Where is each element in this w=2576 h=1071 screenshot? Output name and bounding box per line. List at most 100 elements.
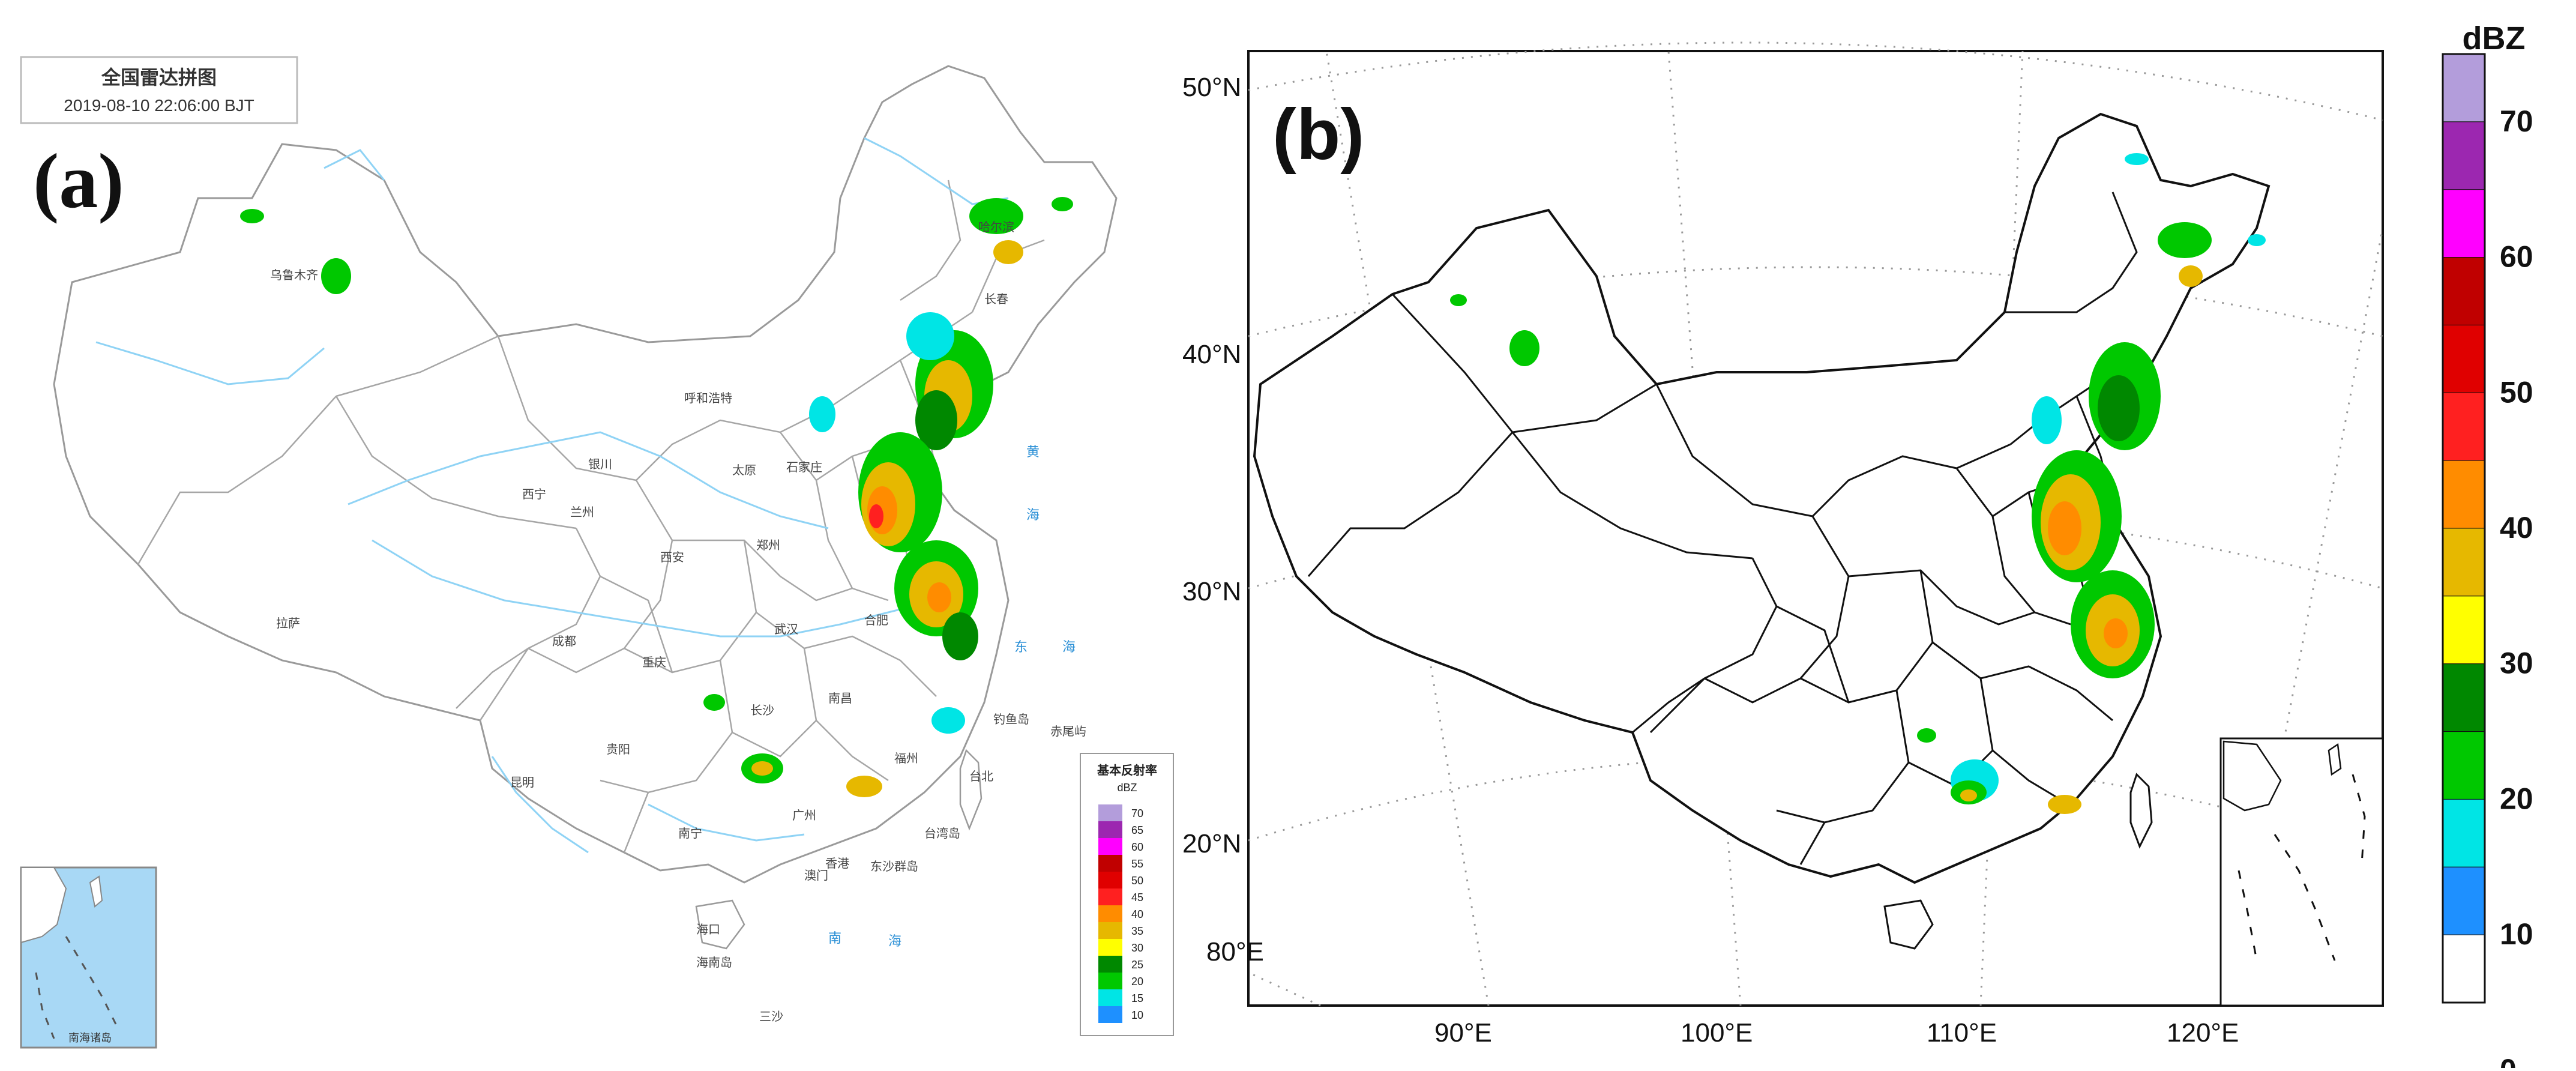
colorbar-swatch	[2442, 392, 2485, 461]
colorbar: dBZ 70 60 50 40 30 20 10 0	[2442, 20, 2533, 1071]
legend-value: 10	[1131, 1009, 1143, 1021]
legend-value: 70	[1131, 807, 1143, 819]
legend-swatch	[1098, 1006, 1122, 1023]
legend-swatches: 70 65 60 55 50 45 40 35 30 25 20 15 10	[1098, 804, 1143, 1023]
legend-swatch	[1098, 956, 1122, 973]
city-label: 银川	[588, 457, 612, 471]
south-china-sea-inset-b	[2219, 737, 2384, 1007]
legend-unit: dBZ	[1117, 782, 1137, 794]
panel-a-label: (a)	[33, 138, 124, 225]
sea-label: 黄	[1026, 444, 1040, 459]
city-label: 钓鱼岛	[993, 713, 1029, 726]
city-label: 兰州	[570, 505, 594, 519]
rivers-a	[95, 137, 1009, 854]
lat-label: 50°N	[1182, 73, 1241, 102]
sea-label: 海	[888, 934, 901, 949]
sea-label: 南	[828, 931, 841, 946]
hainan-island-b	[1883, 899, 1934, 950]
city-label: 海口	[696, 923, 720, 937]
legend-value: 20	[1131, 976, 1143, 988]
legend-swatch	[1098, 872, 1122, 888]
colorbar-swatch	[2442, 866, 2485, 935]
map-title: 全国雷达拼图	[101, 67, 217, 88]
legend-swatch	[1098, 973, 1122, 989]
sea-label: 海	[1062, 639, 1076, 654]
radar-echoes-b	[1450, 153, 2266, 814]
legend-value: 55	[1131, 858, 1143, 870]
taiwan-island-a	[959, 749, 983, 831]
colorbar-tick-label: 70	[2500, 104, 2533, 138]
reflectivity-legend: 基本反射率 dBZ 70 65 60 55 50 45 40 35 30 25 20 15 10	[1080, 753, 1174, 1036]
legend-swatch	[1098, 922, 1122, 939]
city-label: 澳门	[804, 869, 828, 882]
legend-value: 25	[1131, 959, 1143, 971]
city-label: 昆明	[510, 776, 534, 789]
legend-swatch	[1098, 855, 1122, 872]
colorbar-tick-label: 0	[2500, 1053, 2517, 1068]
panel-a: 全国雷达拼图 2019-08-10 22:06:00 BJT (a)	[0, 0, 1176, 1068]
panel-a-map: 全国雷达拼图 2019-08-10 22:06:00 BJT (a)	[20, 56, 1174, 1049]
legend-swatch	[1098, 888, 1122, 905]
colorbar-tick-label: 40	[2500, 511, 2533, 545]
legend-value: 40	[1131, 908, 1143, 920]
city-label: 南昌	[828, 692, 852, 705]
city-label: 武汉	[774, 623, 798, 636]
city-label: 石家庄	[786, 460, 822, 474]
map-timestamp: 2019-08-10 22:06:00 BJT	[64, 96, 254, 115]
legend-value: 65	[1131, 824, 1143, 836]
lat-label: 40°N	[1182, 340, 1241, 369]
china-outline-b	[1253, 112, 2271, 884]
lon-label: 100°E	[1681, 1018, 1753, 1048]
city-label: 郑州	[756, 539, 780, 552]
city-label: 香港	[825, 857, 849, 870]
city-label: 南宁	[678, 827, 702, 840]
inset-label: 南海诸岛	[68, 1032, 112, 1044]
city-label: 广州	[792, 809, 816, 822]
city-label: 赤尾屿	[1050, 725, 1086, 738]
city-label: 乌鲁木齐	[270, 268, 318, 282]
legend-value: 15	[1131, 992, 1143, 1004]
legend-swatch	[1098, 905, 1122, 922]
city-label: 长春	[984, 292, 1008, 306]
city-label: 东沙群岛	[870, 860, 918, 873]
colorbar-tick-label: 50	[2500, 375, 2533, 409]
lon-label: 80°E	[1206, 937, 1264, 967]
city-label: 合肥	[864, 614, 888, 627]
city-label: 海南岛	[696, 956, 732, 970]
legend-swatch	[1098, 838, 1122, 855]
south-china-sea-inset: 南海诸岛	[20, 866, 157, 1049]
colorbar-swatch	[2442, 934, 2485, 1003]
legend-value: 60	[1131, 841, 1143, 853]
legend-value: 45	[1131, 891, 1143, 904]
colorbar-ticks: 70 60 50 40 30 20 10 0	[2500, 104, 2533, 1071]
colorbar-swatch	[2442, 528, 2485, 597]
legend-swatch	[1098, 821, 1122, 838]
city-label: 重庆	[642, 656, 666, 669]
colorbar-swatch	[2442, 663, 2485, 732]
city-label: 呼和浩特	[684, 391, 732, 405]
legend-swatch	[1098, 939, 1122, 956]
map-title-box: 全国雷达拼图 2019-08-10 22:06:00 BJT	[20, 56, 298, 124]
sea-label: 海	[1026, 507, 1040, 522]
lat-label: 20°N	[1182, 829, 1241, 858]
colorbar-swatch	[2442, 798, 2485, 867]
colorbar-swatch	[2442, 53, 2485, 122]
city-label: 台湾岛	[924, 827, 960, 840]
panel-b: (b) 50°N 40°N 30°N 20°N 80°E 90°E 100°E …	[1176, 0, 2576, 1071]
legend-value: 50	[1131, 875, 1143, 887]
colorbar-swatch	[2442, 596, 2485, 665]
lon-label: 120°E	[2167, 1018, 2239, 1048]
city-labels: 乌鲁木齐 哈尔滨 长春 呼和浩特 银川 太原 石家庄 西宁 兰州 郑州 西安 拉…	[270, 220, 1086, 1024]
legend-value: 35	[1131, 925, 1143, 937]
city-label: 太原	[732, 463, 756, 477]
city-label: 拉萨	[276, 617, 300, 630]
legend-value: 30	[1131, 942, 1143, 954]
lon-label: 90°E	[1434, 1018, 1492, 1048]
city-label: 哈尔滨	[978, 220, 1014, 234]
city-label: 长沙	[750, 704, 774, 717]
legend-swatch	[1098, 989, 1122, 1006]
colorbar-swatch	[2442, 257, 2485, 325]
taiwan-island-b	[2129, 773, 2153, 849]
colorbar-swatch	[2442, 189, 2485, 258]
longitude-labels: 80°E 90°E 100°E 110°E 120°E	[1206, 937, 2239, 1048]
